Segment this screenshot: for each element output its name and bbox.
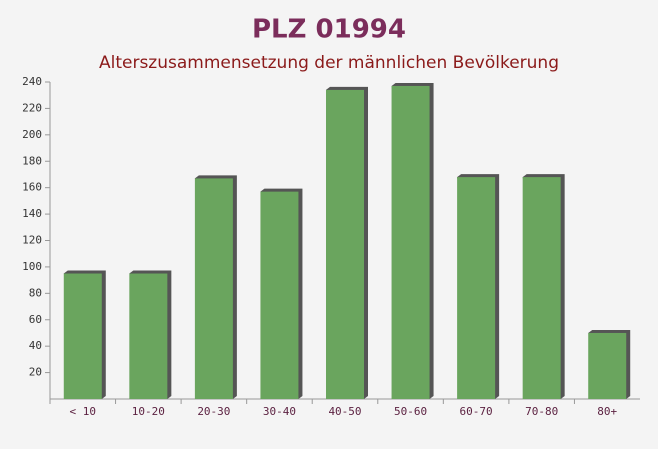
bar: [522, 177, 561, 399]
y-tick-label: 100: [22, 260, 42, 273]
bar: [194, 178, 233, 399]
chart-title: PLZ 01994: [252, 15, 406, 45]
y-tick-label: 60: [29, 313, 42, 326]
x-tick-label: < 10: [70, 405, 97, 418]
bar: [260, 191, 299, 399]
x-tick-label: 20-30: [197, 405, 230, 418]
x-tick-label: 60-70: [460, 405, 493, 418]
x-tick-label: 10-20: [132, 405, 165, 418]
y-tick-label: 20: [29, 366, 42, 379]
y-tick-label: 240: [22, 75, 42, 88]
bar: [326, 89, 364, 400]
x-tick-label: 50-60: [394, 405, 427, 418]
y-tick-label: 120: [22, 234, 42, 247]
bar: [588, 332, 627, 399]
x-tick-label: 30-40: [263, 405, 296, 418]
chart-subtitle: Alterszusammensetzung der männlichen Bev…: [99, 53, 559, 73]
y-tick-label: 140: [22, 207, 42, 220]
x-tick-label: 70-80: [525, 405, 558, 418]
y-tick-label: 80: [29, 286, 42, 299]
y-tick-label: 160: [22, 181, 42, 194]
y-tick-label: 180: [22, 154, 42, 167]
bar: [63, 273, 102, 399]
bar: [129, 273, 168, 399]
x-tick-label: 80+: [597, 405, 617, 418]
y-tick-label: 220: [22, 101, 42, 114]
y-tick-label: 40: [29, 339, 42, 352]
x-tick-label: 40-50: [328, 405, 361, 418]
bar: [391, 85, 430, 400]
y-tick-label: 200: [22, 128, 42, 141]
bar: [457, 177, 496, 399]
